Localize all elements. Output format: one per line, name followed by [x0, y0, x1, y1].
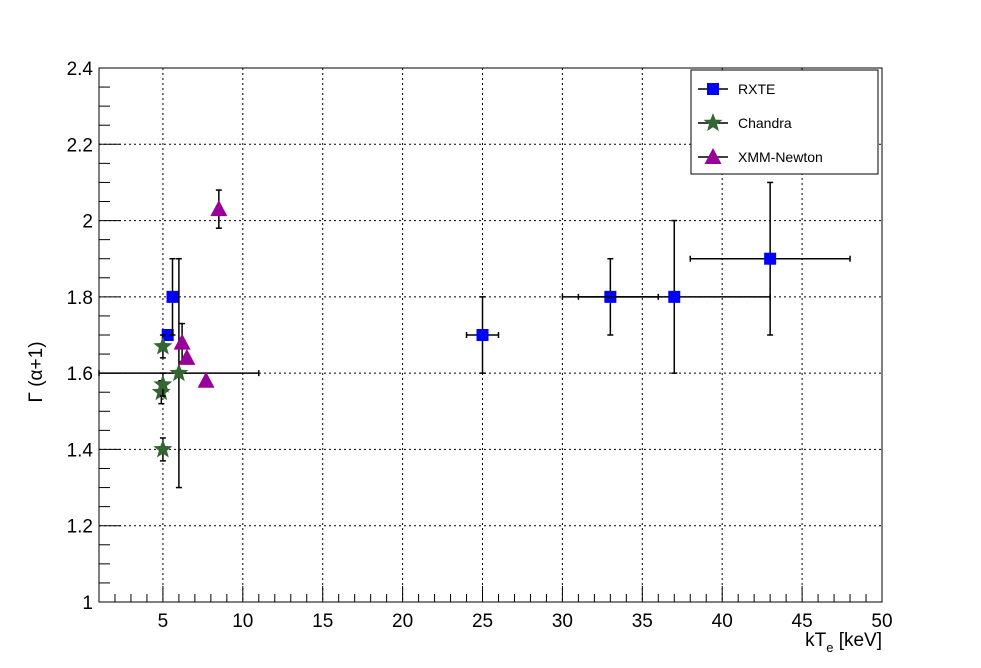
legend: RXTE Chandra XMM-Newton	[690, 69, 879, 175]
x-tick-label: 35	[632, 611, 653, 632]
x-axis-title-unit: [keV]	[833, 630, 882, 651]
series-xmm-newton	[173, 189, 228, 388]
y-tick-label: 2	[82, 212, 93, 233]
y-tick-label: 1	[82, 593, 93, 614]
x-tick-label: 5	[158, 611, 169, 632]
data-point-triangle	[210, 200, 228, 217]
legend-label: Chandra	[738, 115, 792, 131]
legend-marker-star	[703, 113, 723, 132]
x-tick-label: 10	[232, 611, 253, 632]
x-axis-title-subscript: e	[826, 640, 833, 655]
data-point-square	[476, 329, 489, 341]
tick-labels: 5 10 15 20 25 30 35 40 45 50 1 1.2 1.4 1.6 1.8 2 2.2 2.4	[67, 59, 893, 632]
data-point-star	[153, 374, 173, 393]
data-point-square	[668, 290, 681, 303]
data-point-triangle	[197, 371, 215, 388]
x-tick-label: 25	[472, 611, 493, 632]
series-chandra	[98, 257, 260, 489]
x-tick-label: 15	[312, 611, 333, 632]
y-tick-label: 2.4	[67, 59, 94, 80]
series-rxte	[161, 181, 851, 374]
x-tick-label: 40	[712, 611, 733, 632]
y-axis-title: Γ (α+1)	[26, 341, 47, 402]
y-tick-label: 1.8	[67, 288, 93, 309]
x-tick-label: 50	[871, 611, 892, 632]
legend-marker-square	[707, 83, 719, 95]
axis-ticks	[98, 67, 883, 603]
data-point-star	[153, 439, 173, 458]
data-point-star	[153, 336, 173, 355]
x-tick-label: 45	[792, 611, 813, 632]
legend-marker-triangle	[704, 148, 722, 164]
data-points	[98, 181, 851, 489]
x-axis-title-main: kT	[805, 630, 827, 651]
x-tick-label: 30	[552, 611, 573, 632]
data-point-triangle	[173, 333, 191, 350]
data-point-triangle	[178, 348, 196, 365]
data-point-square	[161, 329, 174, 341]
y-tick-label: 1.6	[67, 364, 93, 385]
data-point-star	[169, 363, 189, 382]
data-point-square	[764, 252, 777, 265]
y-tick-label: 1.4	[67, 440, 94, 461]
x-axis-title: kTe [keV]	[805, 630, 882, 655]
grid	[99, 68, 882, 602]
legend-label: RXTE	[738, 81, 775, 97]
data-point-square	[166, 290, 179, 303]
x-tick-label: 20	[392, 611, 413, 632]
legend-label: XMM-Newton	[738, 149, 823, 165]
y-tick-label: 2.2	[67, 135, 93, 156]
y-tick-label: 1.2	[67, 517, 93, 538]
data-point-star	[151, 382, 171, 401]
